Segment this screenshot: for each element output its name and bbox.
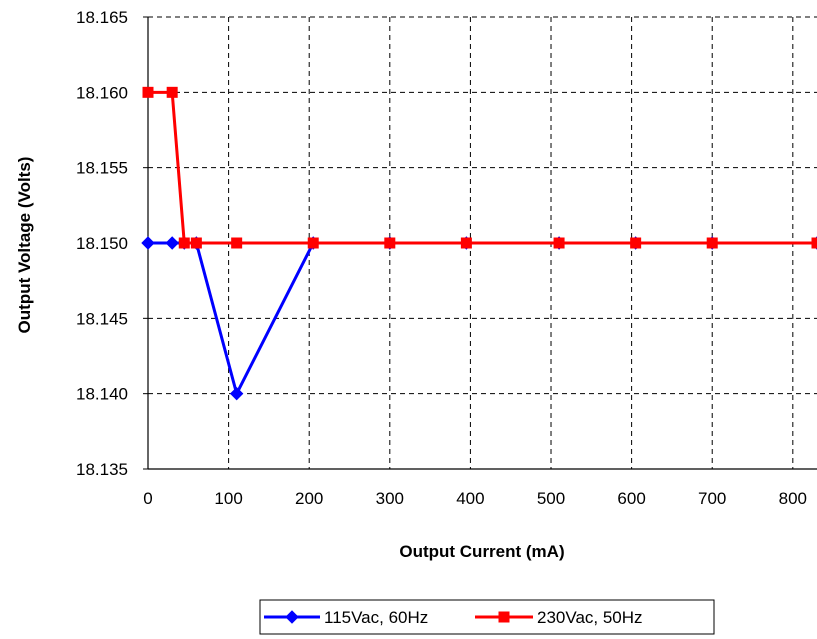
data-point xyxy=(811,237,817,249)
x-tick-label: 0 xyxy=(143,489,152,508)
data-point xyxy=(142,86,154,98)
series-line xyxy=(148,90,817,245)
legend-marker xyxy=(285,610,299,624)
x-tick-label: 800 xyxy=(779,489,807,508)
data-point xyxy=(553,237,565,249)
data-point xyxy=(630,237,642,249)
x-tick-label: 300 xyxy=(376,489,404,508)
y-tick-label: 18.140 xyxy=(76,385,128,404)
x-tick-label: 600 xyxy=(617,489,645,508)
x-tick-label: 400 xyxy=(456,489,484,508)
data-point xyxy=(307,237,319,249)
y-tick-label: 18.155 xyxy=(76,159,128,178)
data-point xyxy=(166,86,178,98)
legend-marker xyxy=(498,611,510,623)
x-tick-label: 200 xyxy=(295,489,323,508)
data-point xyxy=(190,237,202,249)
y-tick-label: 18.150 xyxy=(76,234,128,253)
data-point xyxy=(141,236,155,250)
y-axis-title: Output Voltage (Volts) xyxy=(15,157,34,334)
x-tick-label: 700 xyxy=(698,489,726,508)
x-tick-label: 100 xyxy=(214,489,242,508)
series-2 xyxy=(142,86,817,249)
x-axis-title: Output Current (mA) xyxy=(399,542,564,561)
legend-label: 115Vac, 60Hz xyxy=(324,608,428,627)
y-tick-label: 18.135 xyxy=(76,460,128,479)
y-tick-label: 18.160 xyxy=(76,83,128,102)
tick-labels: 0 100 200 300 400 500 600 700 800 18.135 18.140 18.… xyxy=(76,8,807,508)
data-point xyxy=(229,386,244,401)
data-point xyxy=(231,237,243,249)
y-tick-label: 18.165 xyxy=(76,8,128,27)
data-point xyxy=(706,237,718,249)
legend: 115Vac, 60Hz 230Vac, 50Hz xyxy=(259,599,715,635)
data-point xyxy=(460,237,472,249)
data-point xyxy=(165,236,179,250)
legend-label: 230Vac, 50Hz xyxy=(537,608,643,627)
data-point xyxy=(384,237,396,249)
data-series xyxy=(141,86,817,401)
x-tick-label: 500 xyxy=(537,489,565,508)
data-point xyxy=(178,237,190,249)
y-tick-label: 18.145 xyxy=(76,309,128,328)
